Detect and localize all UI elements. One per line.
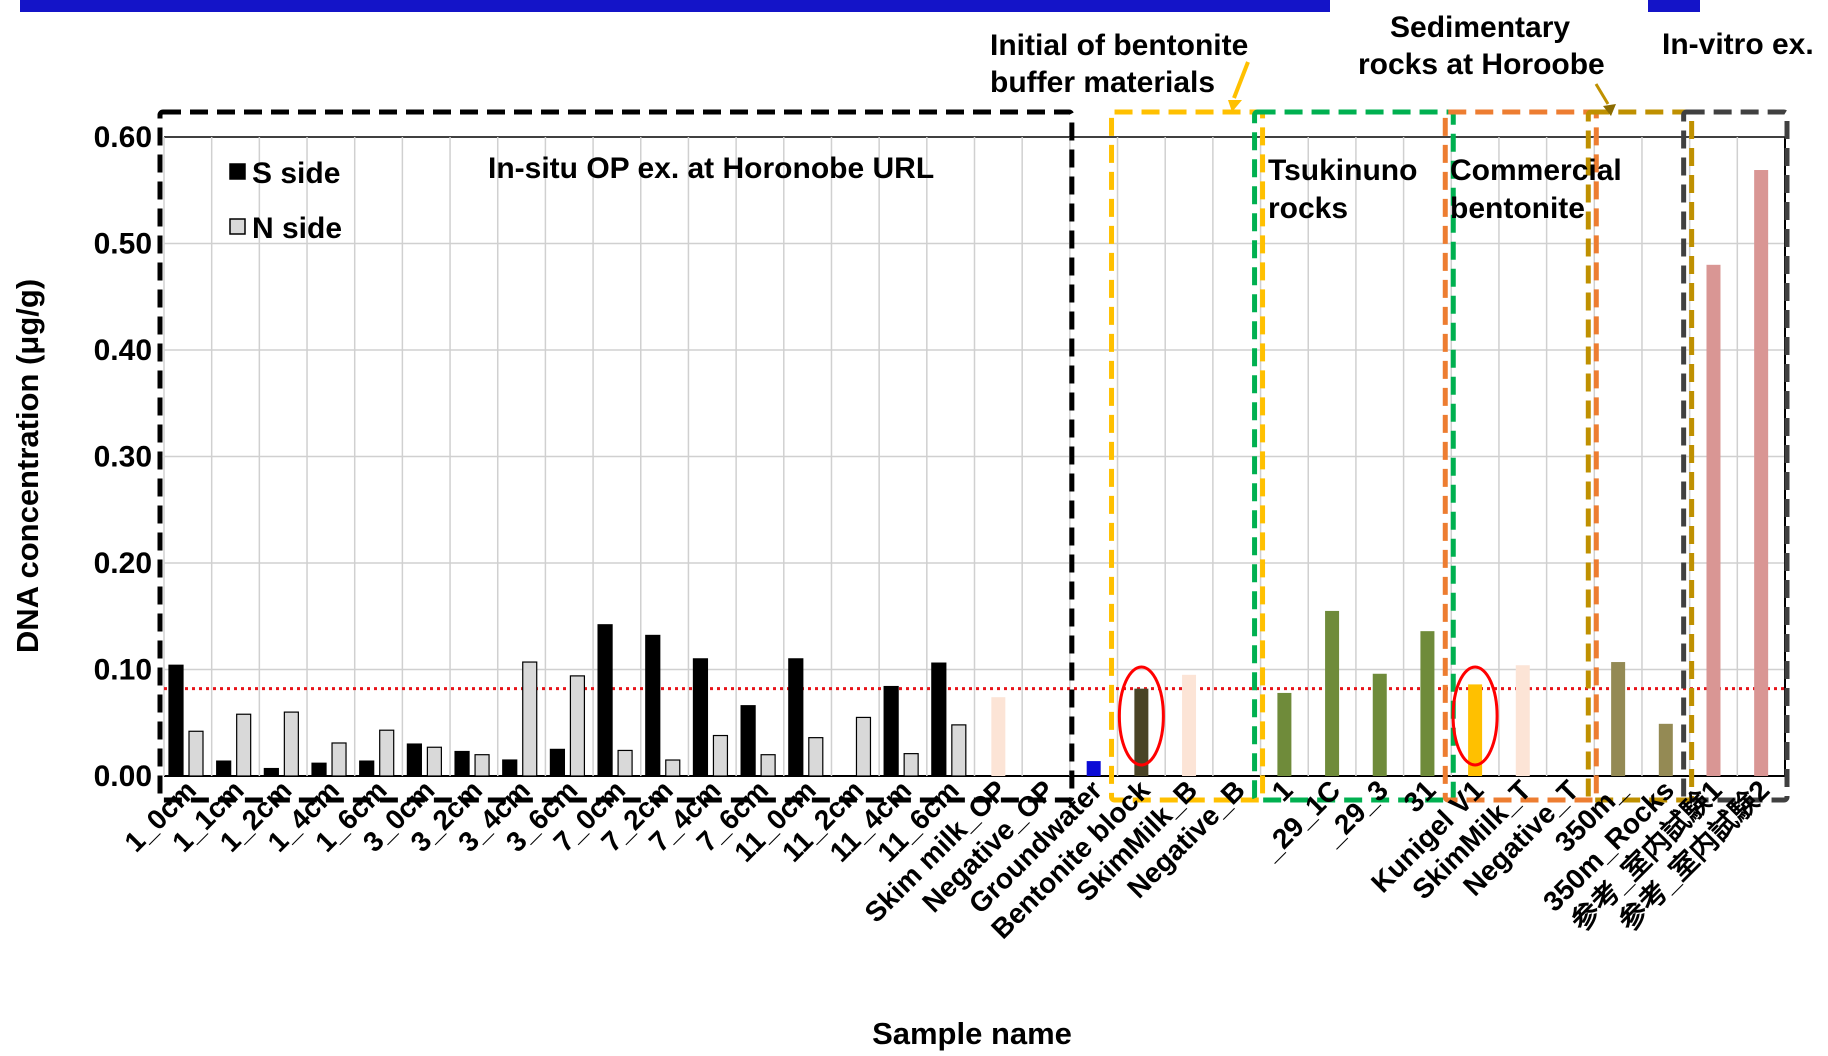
y-tick-label-3: 0.30 (94, 441, 152, 474)
bar-29-value (1515, 665, 1530, 776)
annotation-in-vitro: In-vitro ex. (1662, 28, 1814, 61)
bar-18-value (991, 697, 1006, 776)
bar-8-n-side (522, 661, 538, 777)
bar-1-s-side (168, 664, 184, 777)
highlight-ellipse-2 (1451, 665, 1499, 767)
legend-swatch-s-side (229, 163, 246, 180)
annotation-sedimentary-line2: rocks at Horoobe (1358, 48, 1605, 81)
arrow-initial-head (1228, 100, 1242, 112)
bar-24-value (1277, 692, 1292, 776)
y-tick-label-5: 0.50 (94, 228, 152, 261)
bar-22-value (1182, 674, 1197, 776)
bar-34-value (1754, 170, 1769, 776)
legend-label-n-side: N side (252, 212, 342, 245)
bar-7-s-side (454, 750, 470, 777)
bar-3-n-side (283, 711, 299, 777)
bar-5-s-side (359, 760, 375, 777)
group-box-in-vitro (1681, 109, 1790, 803)
bar-10-n-side (617, 749, 633, 777)
bar-26-value (1372, 673, 1387, 776)
legend-swatch-n-side (229, 218, 246, 235)
arrow-sedimentary-head (1603, 104, 1616, 116)
annotation-arrows (1228, 61, 1616, 116)
bar-17-s-side (931, 662, 947, 777)
annotation-commercial-line1: Commercial (1450, 154, 1622, 187)
bar-28-value (1468, 684, 1483, 776)
bar-13-s-side (740, 705, 756, 777)
bar-6-n-side (426, 746, 442, 777)
annotation-in-situ: In-situ OP ex. at Horonobe URL (488, 152, 934, 185)
annotation-tsukinuno-line2: rocks (1268, 192, 1348, 225)
legend-label-s-side: S side (252, 157, 340, 190)
annotation-initial-line2: buffer materials (990, 66, 1215, 99)
annotation-initial-line1: Initial of bentonite (990, 29, 1248, 62)
group-box-initial-bentonite (1109, 109, 1266, 803)
bar-5-n-side (379, 729, 395, 777)
x-tick-labels: 1_0cm1_1cm1_2cm1_4cm1_6cm3_0cm3_2cm3_4cm… (119, 774, 1776, 945)
y-axis-title: DNA concentration (μg/g) (10, 279, 45, 653)
annotation-commercial-line2: bentonite (1450, 192, 1585, 225)
legend: S side N side (229, 157, 342, 245)
bar-12-s-side (692, 658, 709, 777)
bar-27-value (1420, 631, 1435, 776)
bar-14-s-side (788, 658, 804, 777)
group-box-sedimentary (1585, 109, 1695, 803)
y-tick-labels: 0.00 0.10 0.20 0.30 0.40 0.50 0.60 (94, 121, 152, 793)
bar-32-value (1658, 723, 1673, 776)
bar-15-n-side (855, 716, 872, 777)
bar-2-n-side (236, 713, 252, 777)
bar-6-s-side (406, 743, 422, 777)
bar-25-value (1325, 610, 1340, 776)
group-boxes (157, 109, 1790, 803)
bar-33-value (1706, 264, 1721, 776)
bar-11-n-side (665, 759, 681, 777)
group-box-in-situ (157, 109, 1075, 803)
bars (168, 170, 1769, 777)
y-tick-label-6: 0.60 (94, 121, 152, 154)
bar-4-s-side (311, 762, 327, 777)
header-bar-left (20, 0, 1330, 12)
bar-21-value (1134, 688, 1149, 776)
annotation-tsukinuno-line1: Tsukinuno (1268, 154, 1417, 187)
bar-3-s-side (263, 767, 279, 777)
arrow-sedimentary (1594, 83, 1610, 105)
arrow-initial (1232, 61, 1250, 99)
bar-7-n-side (474, 754, 490, 777)
bar-16-n-side (903, 753, 919, 777)
bar-14-n-side (808, 737, 824, 777)
highlight-ellipse-1 (1117, 665, 1165, 767)
group-box-commercial-bentonite (1442, 109, 1599, 803)
y-tick-label-1: 0.10 (94, 654, 152, 687)
bar-9-s-side (549, 748, 566, 777)
bar-20-value (1086, 761, 1101, 776)
header-bar-right (1648, 0, 1700, 12)
highlight-ellipses (1117, 665, 1499, 767)
bar-31-value (1611, 662, 1626, 776)
gridlines (163, 136, 1786, 777)
bar-9-n-side (569, 675, 586, 777)
group-box-tsukinuno (1252, 109, 1456, 803)
bar-13-n-side (760, 754, 776, 777)
bar-17-n-side (951, 724, 967, 777)
bar-10-s-side (597, 624, 613, 777)
annotation-sedimentary-line1: Sedimentary (1390, 11, 1570, 44)
bar-2-s-side (216, 760, 232, 777)
bar-4-n-side (331, 742, 347, 777)
bar-16-s-side (883, 685, 899, 777)
x-axis-title: Sample name (872, 1016, 1072, 1051)
bar-1-n-side (188, 730, 204, 777)
y-tick-label-4: 0.40 (94, 334, 152, 367)
y-tick-label-0: 0.00 (94, 760, 152, 793)
bar-8-s-side (502, 759, 518, 777)
bar-11-s-side (645, 634, 661, 777)
y-tick-label-2: 0.20 (94, 547, 152, 580)
bar-12-n-side (712, 734, 729, 777)
